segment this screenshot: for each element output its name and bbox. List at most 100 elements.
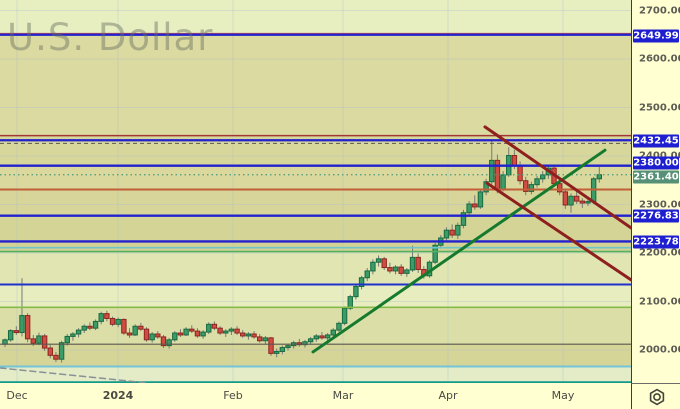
time-axis-label: 2024 — [102, 389, 134, 402]
price-axis-label: 2600.00 — [639, 53, 680, 65]
background-band — [0, 344, 631, 367]
candle-down — [240, 332, 246, 337]
price-axis-label: 2500.00 — [639, 102, 680, 113]
candle-up — [347, 296, 353, 309]
time-axis-label: Feb — [223, 389, 243, 402]
axis-settings-button[interactable] — [631, 383, 680, 409]
background-band — [0, 241, 631, 252]
candle-up — [75, 329, 82, 335]
candle-down — [138, 325, 144, 330]
candle-down — [143, 328, 150, 341]
candle-up — [92, 320, 99, 329]
candle-down — [126, 332, 133, 336]
candle-up — [149, 333, 155, 341]
background-band — [0, 165, 631, 190]
candle-down — [511, 155, 518, 166]
trendline-falling-channel-top[interactable] — [483, 125, 631, 230]
candle-down — [319, 335, 325, 339]
candle-down — [234, 328, 240, 334]
candle-up — [466, 203, 472, 214]
candle-down — [211, 323, 218, 329]
candle-up — [7, 330, 14, 341]
candle-up — [36, 335, 42, 344]
candle-up — [115, 318, 121, 325]
candle-down — [53, 354, 59, 360]
candle-up — [540, 174, 546, 180]
candle-down — [160, 336, 167, 347]
candle-down — [194, 330, 201, 337]
candle-up — [460, 212, 467, 226]
candle-down — [24, 315, 31, 340]
candle-up — [58, 342, 65, 360]
candle-up — [477, 191, 484, 208]
candle-up — [353, 285, 359, 298]
candle-up — [98, 313, 104, 322]
current-price-badge: 2361.40 — [633, 170, 679, 183]
candle-down — [517, 164, 523, 182]
candlestick-chart[interactable] — [0, 0, 631, 383]
candle-up — [534, 178, 540, 186]
candle-up — [81, 325, 87, 331]
candle-down — [87, 325, 93, 329]
candle-down — [109, 317, 116, 325]
level-price-badge: 2223.78 — [633, 235, 679, 249]
time-axis-label: Mar — [332, 389, 354, 402]
candle-down — [556, 183, 563, 193]
candle-up — [200, 331, 206, 337]
level-price-badge: 2276.83 — [633, 209, 679, 223]
candle-down — [257, 336, 263, 342]
candle-up — [172, 332, 178, 341]
candle-up — [432, 244, 438, 263]
trendline-dashed-guide[interactable] — [0, 367, 149, 383]
candle-down — [523, 180, 529, 192]
background-band — [0, 251, 631, 285]
candle-down — [449, 229, 455, 236]
candle-down — [30, 338, 37, 344]
candle-up — [392, 266, 399, 272]
candle-up — [585, 201, 591, 204]
candle-down — [579, 200, 586, 204]
candle-up — [528, 184, 535, 192]
candle-down — [251, 333, 257, 338]
candle-up — [409, 256, 416, 271]
candle-up — [455, 224, 461, 236]
candle-down — [398, 266, 404, 274]
candle-up — [166, 339, 172, 347]
time-axis-label: May — [551, 389, 575, 402]
candle-up — [19, 315, 25, 334]
candle-down — [41, 335, 48, 349]
candle-down — [217, 327, 223, 334]
background-band — [0, 0, 631, 34]
price-axis[interactable]: 2700.002600.002500.002400.002300.002200.… — [631, 0, 680, 383]
candle-up — [279, 347, 286, 352]
candle-down — [177, 332, 184, 336]
trendline-falling-channel-bottom[interactable] — [485, 181, 631, 282]
candle-up — [223, 330, 229, 334]
trendline-rising-support[interactable] — [311, 148, 607, 354]
chart-canvas[interactable]: U.S. Dollar — [0, 0, 631, 383]
level-price-badge: 2432.45 — [633, 134, 679, 147]
price-axis-label: 2700.00 — [639, 5, 680, 16]
candle-up — [285, 345, 291, 349]
time-axis[interactable]: Dec 2024 Feb Mar Apr May — [0, 383, 631, 409]
price-axis-label: 2300.00 — [639, 199, 680, 210]
candle-up — [206, 323, 212, 333]
background-band — [0, 215, 631, 242]
candle-up — [2, 339, 8, 345]
candle-down — [104, 313, 110, 319]
candle-up — [324, 334, 331, 339]
background-band — [0, 284, 631, 308]
candle-down — [562, 191, 569, 206]
time-axis-label: Apr — [438, 389, 458, 402]
candle-up — [70, 333, 76, 337]
candle-up — [483, 181, 489, 193]
candle-up — [245, 333, 252, 337]
level-price-badge: 2380.00 — [633, 156, 679, 169]
level-price-badge: 2649.99 — [633, 29, 679, 42]
candle-down — [155, 333, 161, 338]
candle-up — [489, 159, 495, 183]
candle-down — [47, 347, 53, 356]
candle-up — [262, 337, 269, 342]
candle-up — [330, 329, 336, 336]
candle-down — [573, 195, 580, 202]
